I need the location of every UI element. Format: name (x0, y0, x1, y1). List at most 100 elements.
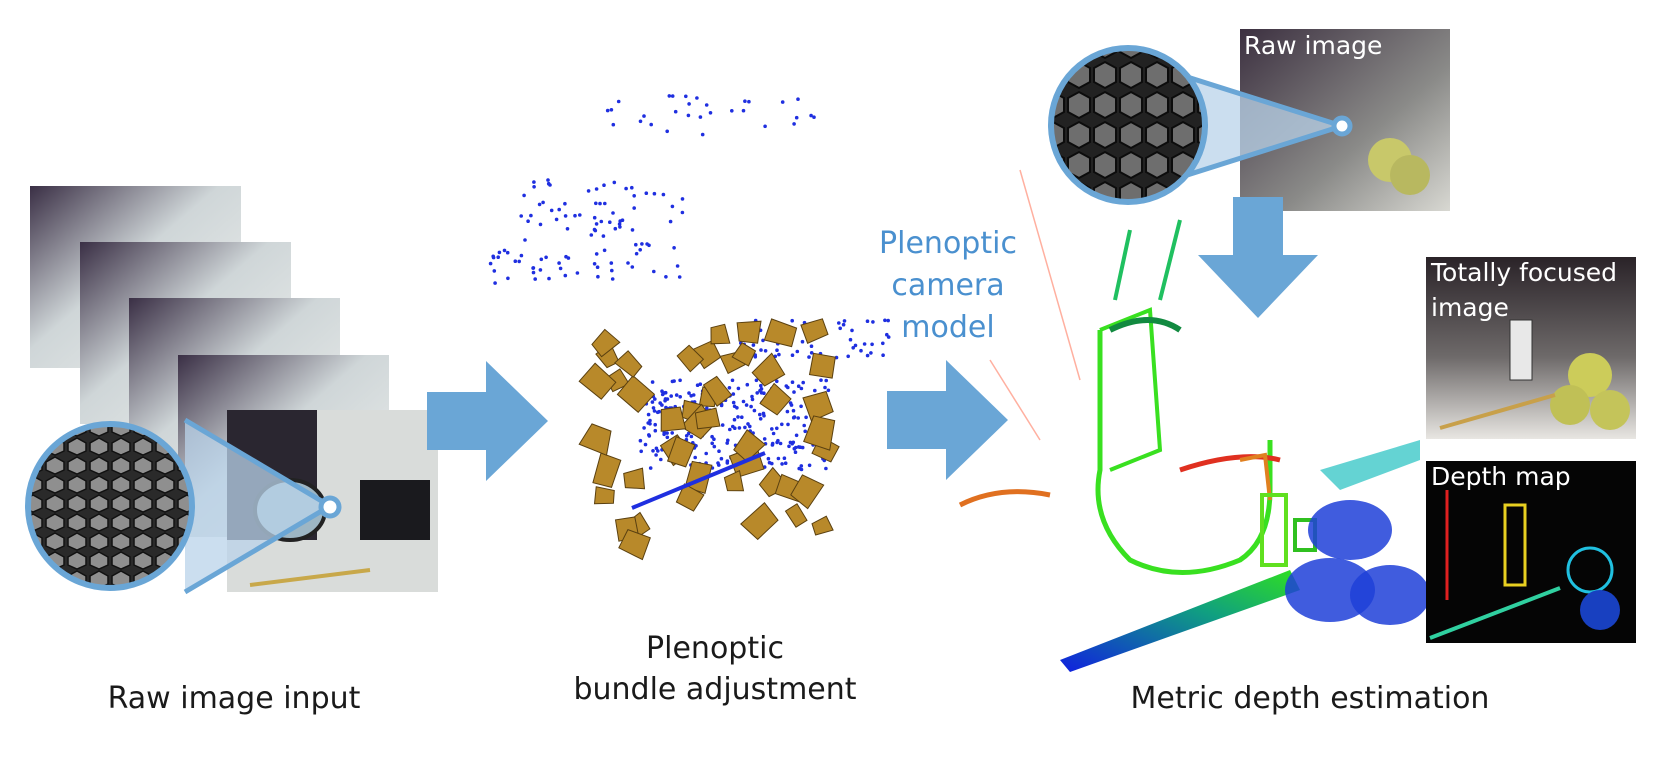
point-cloud (783, 461, 788, 466)
point-cloud (799, 404, 803, 409)
point-cloud (598, 201, 602, 206)
point-cloud (747, 99, 751, 104)
point-cloud (643, 442, 648, 447)
point-cloud (848, 337, 853, 342)
point-cloud (766, 456, 771, 461)
point-cloud (674, 393, 679, 397)
point-cloud (602, 248, 607, 253)
point-cloud (670, 379, 675, 384)
point-cloud (732, 404, 737, 409)
point-cloud (762, 437, 767, 441)
point-cloud (578, 213, 582, 217)
point-cloud (826, 388, 831, 393)
camera-frustum (591, 328, 621, 358)
point-cloud (883, 318, 887, 323)
point-cloud (644, 191, 649, 195)
point-cloud (689, 434, 694, 439)
point-cloud (865, 319, 870, 324)
point-cloud (523, 238, 527, 242)
point-cloud (793, 450, 798, 455)
input-stage-label: Raw image input (107, 681, 361, 716)
point-cloud (881, 341, 885, 346)
point-cloud (871, 320, 875, 324)
point-cloud (611, 122, 616, 127)
point-cloud (841, 322, 846, 327)
point-cloud (771, 431, 776, 436)
point-cloud (782, 456, 787, 461)
bundle-stage-label-line2: bundle adjustment (573, 672, 857, 707)
point-cloud (602, 183, 606, 187)
point-cloud (678, 378, 682, 383)
camera-model-line3: model (901, 310, 995, 345)
point-cloud (519, 214, 523, 218)
point-cloud (800, 339, 805, 344)
point-cloud (664, 275, 668, 279)
point-cloud (665, 431, 669, 435)
point-cloud (886, 318, 890, 323)
point-cloud (809, 113, 813, 118)
point-cloud (592, 262, 597, 266)
point-cloud (533, 277, 537, 281)
arrow-right (887, 360, 1008, 480)
point-cloud (642, 426, 646, 430)
point-cloud (677, 275, 682, 279)
point-cloud (630, 265, 635, 269)
point-cloud (786, 385, 790, 390)
point-cloud (741, 399, 746, 404)
point-cloud (632, 194, 636, 198)
point-cloud (790, 353, 795, 358)
point-cloud (869, 351, 873, 355)
point-cloud (557, 261, 561, 265)
point-cloud (573, 213, 577, 218)
point-cloud (859, 348, 863, 353)
point-cloud (865, 353, 870, 358)
point-cloud (712, 437, 716, 442)
point-cloud (746, 422, 750, 426)
point-cloud (789, 403, 794, 407)
point-cloud (885, 332, 889, 337)
point-cloud (532, 180, 536, 184)
point-cloud (626, 261, 630, 265)
point-cloud (750, 397, 755, 402)
camera-model-line2: camera (891, 268, 1005, 303)
point-cloud (750, 394, 754, 399)
point-cloud (853, 343, 858, 348)
point-cloud (649, 122, 653, 127)
point-cloud (776, 438, 780, 443)
point-cloud (670, 431, 674, 435)
point-cloud (693, 455, 697, 460)
point-cloud (799, 464, 804, 468)
point-cloud (547, 276, 551, 281)
point-cloud (651, 449, 655, 453)
point-cloud (563, 214, 568, 218)
point-cloud (672, 246, 676, 250)
camera-frustum (740, 501, 779, 541)
point-cloud (732, 417, 737, 422)
point-cloud (491, 255, 496, 260)
point-cloud (695, 96, 699, 100)
point-cloud (620, 218, 625, 222)
point-cloud (669, 394, 673, 398)
point-cloud (846, 354, 850, 359)
camera-frustum (592, 452, 622, 488)
bundle-stage-label-line1: Plenoptic (646, 631, 784, 666)
point-cloud (532, 185, 536, 189)
point-cloud (594, 222, 599, 226)
point-cloud (502, 248, 507, 253)
point-cloud (668, 219, 673, 224)
point-cloud (796, 384, 801, 389)
point-cloud (759, 391, 764, 395)
point-cloud (565, 227, 570, 231)
point-cloud (728, 427, 732, 432)
point-cloud (638, 248, 642, 252)
point-cloud (780, 422, 784, 427)
point-cloud (519, 253, 524, 258)
point-cloud (762, 413, 766, 418)
point-cloud (743, 99, 747, 103)
point-cloud (613, 226, 618, 231)
point-cloud (870, 342, 874, 347)
point-cloud (726, 438, 730, 443)
point-cloud (798, 445, 803, 450)
point-cloud (807, 355, 811, 359)
point-cloud (809, 344, 814, 349)
